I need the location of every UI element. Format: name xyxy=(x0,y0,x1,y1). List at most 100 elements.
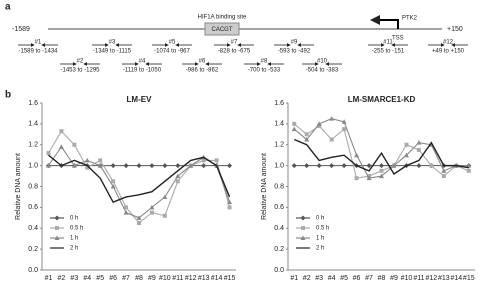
data-point xyxy=(175,163,181,169)
data-point xyxy=(329,163,335,169)
x-tick-label: #3 xyxy=(315,275,323,282)
y-tick-label: 0.2 xyxy=(274,246,284,253)
x-tick-label: #6 xyxy=(353,275,361,282)
data-point xyxy=(97,163,103,168)
data-point xyxy=(175,179,180,184)
primer-label: #2 xyxy=(77,59,84,65)
data-point xyxy=(46,151,51,156)
primer-range: +49 to +150 xyxy=(432,49,465,55)
panel-label: a xyxy=(5,2,11,13)
data-point xyxy=(403,152,409,158)
data-point xyxy=(416,147,421,152)
data-point xyxy=(45,163,51,168)
primer-range: -1589 to -1434 xyxy=(18,49,58,55)
y-tick-label: 0.6 xyxy=(28,204,38,211)
legend-label: 2 h xyxy=(316,246,324,252)
data-point xyxy=(441,168,447,173)
data-point xyxy=(292,121,297,126)
data-point xyxy=(149,210,154,215)
x-tick-label: #4 xyxy=(328,275,336,282)
data-point xyxy=(110,184,116,189)
x-tick-label: #14 xyxy=(211,275,223,282)
x-tick-label: #13 xyxy=(198,275,210,282)
end-label: +150 xyxy=(447,26,463,33)
x-tick-label: #14 xyxy=(450,275,462,282)
legend-label: 1 h xyxy=(70,236,78,242)
data-point xyxy=(162,213,167,218)
primer-range: -986 to -862 xyxy=(186,68,219,74)
legend-marker xyxy=(300,215,306,221)
legend-marker xyxy=(301,226,305,230)
data-point xyxy=(366,175,372,181)
series-line xyxy=(293,138,469,175)
data-point xyxy=(354,152,360,158)
legend-label: 0 h xyxy=(70,216,78,222)
x-tick-label: #9 xyxy=(390,275,398,282)
tss-arrow xyxy=(370,15,399,29)
primer-label: #4 xyxy=(139,59,146,65)
x-tick-label: #1 xyxy=(45,275,53,282)
y-tick-label: 1.2 xyxy=(28,142,38,149)
primer-range: -593 to -492 xyxy=(278,49,311,55)
data-point xyxy=(379,163,384,169)
data-point xyxy=(84,157,90,163)
data-point xyxy=(304,163,310,169)
data-point xyxy=(227,163,233,169)
data-point xyxy=(110,163,116,169)
data-point xyxy=(304,137,310,142)
data-point xyxy=(188,163,194,168)
primer-range: -1349 to -1115 xyxy=(93,49,132,55)
legend-marker xyxy=(54,215,60,221)
legend-label: 1 h xyxy=(316,236,324,242)
x-tick-label: #13 xyxy=(438,275,450,282)
legend-marker xyxy=(54,235,60,240)
x-tick-label: #15 xyxy=(224,275,236,282)
y-tick-label: 0.0 xyxy=(28,267,38,274)
legend-label: 0.5 h xyxy=(316,226,329,232)
data-point xyxy=(291,126,297,132)
x-tick-label: #2 xyxy=(303,275,311,282)
gene-label: PTK2 xyxy=(402,16,418,22)
data-point xyxy=(227,205,232,210)
primer-label: #5 xyxy=(169,40,176,46)
series-line xyxy=(48,154,231,204)
primer-label: #10 xyxy=(317,59,328,65)
data-point xyxy=(366,163,372,169)
chart-title: LM-SMARCE1-KD xyxy=(348,95,416,104)
data-point xyxy=(416,163,422,169)
y-tick-label: 0.8 xyxy=(274,183,284,190)
y-tick-label: 1.0 xyxy=(28,162,38,169)
x-tick-label: #10 xyxy=(401,275,413,282)
y-tick-label: 0.8 xyxy=(28,183,38,190)
x-tick-label: #7 xyxy=(365,275,373,282)
y-tick-label: 0.2 xyxy=(28,246,38,253)
primer-label: #3 xyxy=(109,40,116,46)
y-tick-label: 1.2 xyxy=(274,142,284,149)
x-tick-label: #5 xyxy=(340,275,348,282)
data-point xyxy=(162,194,168,199)
data-point xyxy=(123,210,129,215)
x-tick-label: #9 xyxy=(148,275,156,282)
primer-range: -700 to -533 xyxy=(248,68,281,74)
primer-label: #1 xyxy=(35,40,42,46)
data-point xyxy=(98,158,103,163)
legend-label: 2 h xyxy=(70,246,78,252)
data-point xyxy=(124,205,129,210)
primer-range: -1119 to -1050 xyxy=(123,68,162,74)
x-tick-label: #3 xyxy=(70,275,78,282)
legend-label: 0.5 h xyxy=(70,226,83,232)
legend-marker xyxy=(55,226,59,230)
data-point xyxy=(59,129,64,134)
primer-label: #7 xyxy=(231,40,238,46)
data-point xyxy=(175,173,181,179)
data-point xyxy=(201,163,207,169)
data-point xyxy=(201,158,206,163)
data-point xyxy=(416,140,422,145)
x-tick-label: #2 xyxy=(58,275,66,282)
data-point xyxy=(149,163,155,169)
y-tick-label: 1.4 xyxy=(28,121,38,128)
y-tick-label: 0.6 xyxy=(274,204,284,211)
data-point xyxy=(58,144,64,149)
data-point xyxy=(214,158,219,163)
